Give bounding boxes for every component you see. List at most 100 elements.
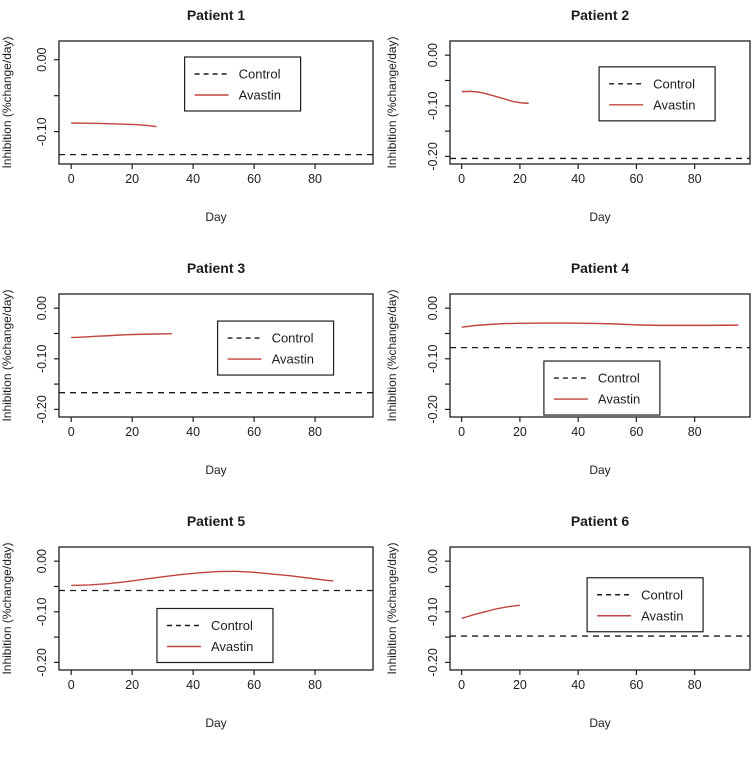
x-tick-label: 20 <box>513 172 527 186</box>
y-tick-label: -0.20 <box>426 395 440 424</box>
legend-control-label: Control <box>211 618 253 633</box>
x-tick-label: 0 <box>458 678 465 692</box>
patient-5-chart: Patient 5 0 20 40 60 80 0.00 -0.10 -0.20 Inhibiti… <box>0 513 374 730</box>
legend-control-label: Control <box>272 331 314 346</box>
x-axis-label: Day <box>589 210 610 224</box>
avastin-line <box>461 90 529 104</box>
legend-avastin-label: Avastin <box>272 352 314 367</box>
chart-title: Patient 5 <box>187 513 246 529</box>
legend-control-label: Control <box>641 587 683 602</box>
y-tick-label: -0.10 <box>35 345 49 374</box>
avastin-line <box>71 333 172 339</box>
plot-frame <box>58 546 374 671</box>
legend-box <box>598 66 716 122</box>
y-tick-label: -0.10 <box>426 345 440 374</box>
legend-box <box>543 360 661 416</box>
x-tick-label: 0 <box>68 425 75 439</box>
plot-frame <box>449 546 751 671</box>
x-tick-label: 80 <box>688 172 702 186</box>
y-tick-label: -0.20 <box>426 142 440 171</box>
x-tick-label: 40 <box>186 172 200 186</box>
y-axis-label: Inhibition (%change/day) <box>0 36 14 168</box>
y-tick-label: -0.20 <box>35 395 49 424</box>
y-axis-label: Inhibition (%change/day) <box>385 289 399 421</box>
patient-3-panel: Patient 3 0 20 40 60 80 0.00 -0.10 -0.20 Inhibiti… <box>0 253 376 506</box>
y-tick-label: -0.10 <box>35 117 49 146</box>
patient-4-chart: Patient 4 0 20 40 60 80 0.00 -0.10 -0.20 Inhibiti… <box>385 260 751 477</box>
patient-3-chart: Patient 3 0 20 40 60 80 0.00 -0.10 -0.20 Inhibiti… <box>0 260 374 477</box>
x-tick-label: 80 <box>308 172 322 186</box>
x-tick-label: 20 <box>125 172 139 186</box>
x-tick-label: 60 <box>247 172 261 186</box>
legend-avastin-label: Avastin <box>211 639 253 654</box>
x-tick-label: 20 <box>513 425 527 439</box>
x-tick-label: 60 <box>629 678 643 692</box>
avastin-line <box>461 322 739 328</box>
legend-box <box>184 56 302 112</box>
y-tick-label: -0.10 <box>426 92 440 121</box>
plot-frame <box>449 293 751 418</box>
patient-5-panel: Patient 5 0 20 40 60 80 0.00 -0.10 -0.20 Inhibiti… <box>0 506 376 759</box>
y-tick-label: -0.10 <box>426 598 440 627</box>
avastin-line <box>71 570 334 587</box>
chart-title: Patient 1 <box>187 7 246 23</box>
legend-box <box>216 320 335 376</box>
legend-control-label: Control <box>653 76 695 91</box>
patient-6-panel: Patient 6 0 20 40 60 80 0.00 -0.10 -0.20 Inhibiti… <box>376 506 752 759</box>
x-axis-label: Day <box>589 463 610 477</box>
plot-frame <box>58 293 374 418</box>
legend-avastin-label: Avastin <box>653 97 695 112</box>
patient-2-chart: Patient 2 0 20 40 60 80 0.00 -0.10 -0.20 Inhibiti… <box>385 7 751 224</box>
patient-1-panel: Patient 1 0 20 40 60 80 0.00 -0.10 Inhibition (%… <box>0 0 376 253</box>
x-tick-label: 0 <box>68 678 75 692</box>
avastin-line <box>461 604 520 620</box>
x-tick-label: 80 <box>308 425 322 439</box>
y-axis-label: Inhibition (%change/day) <box>385 36 399 168</box>
chart-title: Patient 3 <box>187 260 246 276</box>
legend-control-label: Control <box>598 371 640 386</box>
x-tick-label: 60 <box>629 425 643 439</box>
x-tick-label: 80 <box>688 678 702 692</box>
legend-box <box>586 577 704 633</box>
x-axis-label: Day <box>205 716 226 730</box>
plot-frame <box>449 40 751 165</box>
legend-avastin-label: Avastin <box>598 392 640 407</box>
x-tick-label: 20 <box>125 678 139 692</box>
legend-control-label: Control <box>239 66 281 81</box>
chart-title: Patient 6 <box>571 513 630 529</box>
legend-box <box>156 607 274 664</box>
x-tick-label: 0 <box>68 172 75 186</box>
x-tick-label: 0 <box>458 425 465 439</box>
patient-1-chart: Patient 1 0 20 40 60 80 0.00 -0.10 Inhibition (%… <box>0 7 374 224</box>
x-tick-label: 20 <box>125 425 139 439</box>
y-tick-label: 0.00 <box>35 296 49 320</box>
plot-frame <box>58 40 374 165</box>
chart-title: Patient 4 <box>571 260 630 276</box>
x-tick-label: 60 <box>247 425 261 439</box>
patient-2-panel: Patient 2 0 20 40 60 80 0.00 -0.10 -0.20 Inhibiti… <box>376 0 752 253</box>
legend-avastin-label: Avastin <box>641 608 683 623</box>
y-axis-label: Inhibition (%change/day) <box>385 542 399 674</box>
legend-avastin-label: Avastin <box>239 87 281 102</box>
y-tick-label: -0.10 <box>35 598 49 627</box>
x-tick-label: 0 <box>458 172 465 186</box>
patient-6-chart: Patient 6 0 20 40 60 80 0.00 -0.10 -0.20 Inhibiti… <box>385 513 751 730</box>
x-tick-label: 80 <box>308 678 322 692</box>
y-tick-label: 0.00 <box>426 296 440 320</box>
y-axis-label: Inhibition (%change/day) <box>0 542 14 674</box>
x-tick-label: 40 <box>571 172 585 186</box>
y-tick-label: -0.20 <box>426 648 440 677</box>
y-tick-label: -0.20 <box>35 648 49 677</box>
x-axis-label: Day <box>205 463 226 477</box>
x-tick-label: 60 <box>629 172 643 186</box>
x-tick-label: 40 <box>571 678 585 692</box>
x-tick-label: 40 <box>571 425 585 439</box>
y-tick-label: 0.00 <box>426 549 440 573</box>
chart-title: Patient 2 <box>571 7 630 23</box>
y-tick-label: 0.00 <box>35 47 49 71</box>
x-tick-label: 20 <box>513 678 527 692</box>
x-tick-label: 80 <box>688 425 702 439</box>
x-tick-label: 40 <box>186 678 200 692</box>
x-axis-label: Day <box>205 210 226 224</box>
